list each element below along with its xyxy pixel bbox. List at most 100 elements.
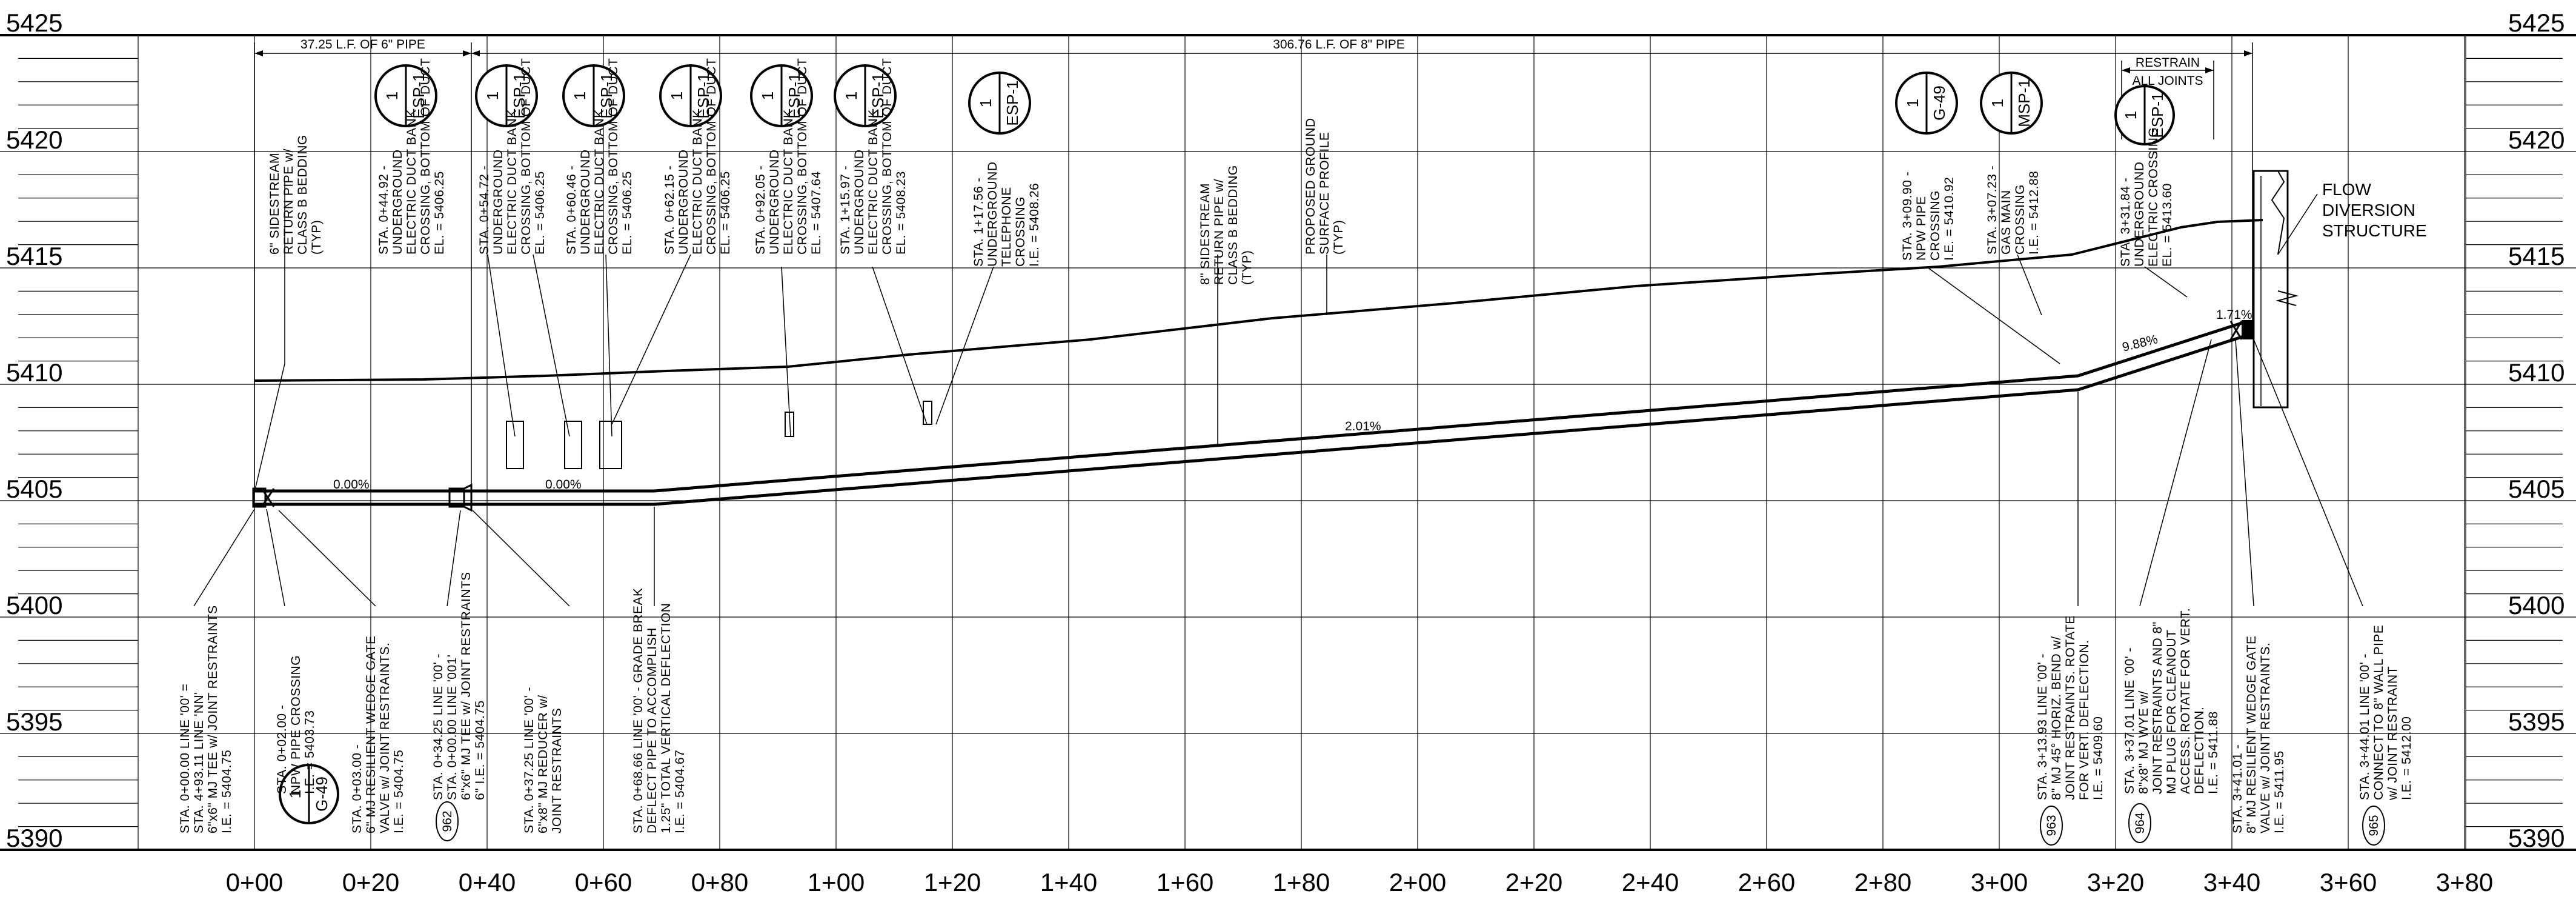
note-line: UNDERGROUND (2133, 162, 2146, 267)
note-line: TELEPHONE (1000, 187, 1014, 267)
station-label: 1+20 (924, 868, 981, 896)
note-line: STA. 0+02.00 - (275, 705, 289, 794)
station-label: 0+80 (691, 868, 749, 896)
dimension-restrain: RESTRAIN ALL JOINTS (2121, 56, 2214, 139)
note-line: 8" SIDESTREAM (1198, 183, 1212, 285)
bottom-note: STA. 0+34.25 LINE '00' -STA. 0+00.00 LIN… (431, 572, 487, 800)
note-line: UNDERGROUND (768, 150, 782, 255)
top-note: STA. 3+09.90 -NPW PIPECROSSINGI.E. = 541… (1900, 172, 1956, 261)
note-line: I.E. = 5409.60 (2091, 716, 2105, 800)
elevation-labels-right: 5425 5420 5415 5410 5405 5400 5395 5390 (2508, 8, 2564, 852)
note-line: CLASS B BEDDING (296, 135, 310, 255)
top-note: STA. 0+54.72 -UNDERGROUNDELECTRIC DUCT B… (477, 58, 547, 255)
detail-bubble: 1 ESP-1 (374, 64, 437, 127)
note-line: STA. 1+17.56 - (972, 178, 986, 267)
top-note: PROPOSED GROUNDSURFACE PROFILE(TYP) (1304, 118, 1346, 255)
elev-label: 5400 (2508, 591, 2564, 619)
note-line: JOINT RESTRAINTS (550, 708, 564, 833)
note-line: CLASS B BEDDING (1226, 165, 1240, 285)
note-line: DEFLECT PIPE TO ACCOMPLISH (645, 627, 659, 833)
bubble-number: 1 (668, 92, 686, 100)
elev-label: 5420 (2508, 125, 2564, 154)
detail-bubble: 1 ESP-1 (968, 72, 1031, 135)
note-line: I.E. = 5408.26 (1027, 183, 1041, 267)
note-line: CROSSING (1014, 196, 1027, 267)
slope-label: 2.01% (1345, 419, 1381, 433)
station-label: 0+20 (342, 868, 400, 896)
note-line: NPW PIPE (1914, 196, 1928, 261)
note-line: STA. 3+41.01 - (2231, 744, 2245, 833)
note-line: CROSSING, BOTTOM OF DUCT (705, 58, 719, 255)
callout-963: 963 (2040, 806, 2063, 846)
note-line: STA. 0+00.00 LINE '00' = (178, 684, 192, 833)
note-line: CONNECT TO 8" WALL PIPE (2372, 625, 2386, 800)
note-line: I.E. = 5404.75 (392, 750, 406, 833)
note-line: RETURN PIPE w/ (282, 149, 296, 255)
bottom-note: STA. 3+44.01 LINE '00' -CONNECT TO 8" WA… (2358, 625, 2414, 801)
elev-label: 5425 (2508, 8, 2564, 37)
bubble-sheet: G-49 (313, 776, 331, 812)
station-label: 2+60 (1738, 868, 1796, 896)
top-note: STA. 0+92.05 -UNDERGROUNDELECTRIC DUCT B… (754, 58, 823, 255)
note-line: STA. 0+62.15 - (663, 165, 677, 255)
bubble-sheet: ESP-1 (1003, 80, 1021, 125)
station-label: 2+00 (1389, 868, 1447, 896)
elev-label: 5395 (2508, 707, 2564, 736)
note-line: UNDERGROUND (852, 150, 866, 255)
flow-label-3: STRUCTURE (2322, 221, 2427, 240)
svg-text:965: 965 (2367, 815, 2381, 836)
detail-bubble: 1 ESP-1 (834, 64, 897, 127)
note-line: 8" MJ 45° HORIZ. BEND w/ (2050, 636, 2063, 800)
station-label: 3+80 (2436, 868, 2494, 896)
note-line: STA. 4+93.11 LINE 'NN' (192, 692, 206, 833)
note-line: ELECTRIC DUCT BANK (405, 109, 419, 255)
detail-bubbles: 1 ESP-1 1 ESP-1 1 ESP-1 1 ESP-1 1 ESP-1 … (279, 64, 2175, 824)
station-label: 0+60 (575, 868, 632, 896)
station-label: 3+40 (2203, 868, 2261, 896)
elevation-labels-left: 5425 5420 5415 5410 5405 5400 5395 5390 (6, 8, 62, 852)
note-line: ELECTRIC DUCT BANK (593, 109, 606, 255)
note-line: UNDERGROUND (579, 150, 593, 255)
note-line: CROSSING, BOTTOM OF DUCT (419, 58, 433, 255)
gate-valve-symbol (2229, 321, 2243, 340)
bubble-sheet: ESP-1 (694, 73, 712, 118)
note-line: MJ PLUG FOR CLEANOUT (2165, 630, 2179, 794)
note-line: 8" MJ RESILIENT WEDGE GATE (2245, 635, 2259, 833)
note-line: I.E. = 5411.88 (2206, 711, 2220, 794)
bubble-sheet: G-49 (1930, 85, 1948, 121)
note-line: 6"x8" MJ REDUCER w/ (536, 695, 550, 833)
bottom-note: STA. 0+02.00 -NPW PIPE CROSSINGI.E. = 54… (275, 655, 317, 794)
ground-surface-profile (254, 219, 2263, 382)
note-line: VALVE w/ JOINT RESTRAINTS. (378, 643, 392, 833)
elev-label: 5420 (6, 125, 62, 154)
station-labels: 0+00 0+20 0+40 0+60 0+80 1+00 1+20 1+40 … (226, 868, 2494, 896)
note-line: 6"x6" MJ TEE w/ JOINT RESTRAINTS (459, 572, 473, 800)
duct-bank-crossing (599, 421, 622, 469)
elev-label: 5410 (2508, 358, 2564, 387)
note-line: EL. = 5407.64 (809, 171, 823, 255)
dimension-6in-pipe: 37.25 L.F. OF 6" PIPE (254, 38, 472, 500)
detail-bubble: 1 MSP-1 (1980, 72, 2043, 135)
station-label: 3+60 (2320, 868, 2377, 896)
note-line: ELECTRIC DUCT BANK (505, 109, 519, 255)
reducer-symbol (463, 483, 473, 512)
note-line: CROSSING, BOTTOM OF DUCT (880, 58, 894, 255)
note-line: I.E. = 5403.73 (303, 710, 317, 794)
note-line: NPW PIPE CROSSING (289, 655, 303, 794)
bottom-note: STA. 0+68.66 LINE '00' - GRADE BREAKDEFL… (631, 587, 687, 833)
note-line: STA. 0+54.72 - (477, 165, 491, 255)
bubble-number: 1 (2122, 111, 2140, 119)
note-line: I.E. = 5404.67 (673, 750, 687, 833)
bubble-number: 1 (383, 92, 401, 100)
note-line: (TYP) (1332, 220, 1346, 255)
bottom-notes: STA. 0+00.00 LINE '00' =STA. 4+93.11 LIN… (178, 572, 2414, 833)
note-line: STA. 0+37.25 LINE '00' - (522, 687, 536, 833)
callout-circles: 962 963 964 965 (436, 801, 2385, 846)
bubble-sheet: MSP-1 (2015, 79, 2033, 127)
top-note: STA. 3+07.23 -GAS MAINCROSSINGI.E. = 541… (1985, 165, 2041, 255)
note-line: ELECTRIC DUCT BANK (866, 109, 880, 255)
elev-label: 5395 (6, 707, 62, 736)
note-line: I.E. = 5412.88 (2027, 171, 2041, 255)
flow-label-1: FLOW (2322, 180, 2371, 199)
bubble-sheet: ESP-1 (410, 73, 428, 118)
